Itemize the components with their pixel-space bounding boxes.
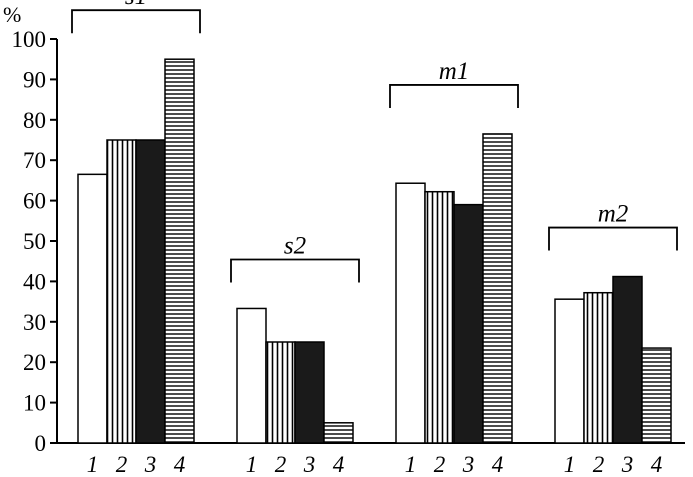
x-tick-label: 1 — [87, 452, 99, 477]
bar-s1-1 — [77, 173, 108, 444]
y-tick-label: 30 — [23, 310, 46, 335]
y-tick-label: 90 — [23, 67, 46, 92]
bar-s2-3 — [294, 341, 325, 444]
x-tick-label: 2 — [275, 452, 287, 477]
x-tick-label: 3 — [462, 452, 475, 477]
x-tick-label: 1 — [405, 452, 417, 477]
y-tick-label: 100 — [12, 27, 47, 52]
x-tick-label: 4 — [492, 452, 504, 477]
bar-m1-4 — [482, 133, 513, 444]
y-tick-label: 60 — [23, 189, 46, 214]
x-tick-label: 2 — [434, 452, 446, 477]
bar-s2-4 — [323, 422, 354, 444]
x-tick-label: 3 — [303, 452, 316, 477]
y-tick-label: 70 — [23, 148, 46, 173]
y-axis: 0 10 20 30 40 50 60 70 80 90 100 — [12, 27, 685, 456]
y-tick-label: 20 — [23, 350, 46, 375]
bar-m1-3 — [453, 203, 484, 444]
y-tick-label: 50 — [23, 229, 46, 254]
y-tick-label: 40 — [23, 269, 46, 294]
x-tick-label: 2 — [116, 452, 128, 477]
group-label-s1: s1 — [125, 0, 147, 10]
x-tick-label: 2 — [593, 452, 605, 477]
group-label-m1: m1 — [439, 58, 470, 85]
bar-s1-2 — [106, 139, 137, 444]
y-tick-label: 10 — [23, 391, 46, 416]
x-tick-label: 4 — [333, 452, 345, 477]
group-label-s2: s2 — [284, 232, 306, 259]
group-bracket-m1 — [389, 84, 519, 108]
y-tick-label: 80 — [23, 108, 46, 133]
group-bracket-m2 — [548, 226, 678, 251]
bar-m2-2 — [583, 291, 614, 444]
group-label-m2: m2 — [598, 201, 629, 228]
group-bracket-s2 — [230, 258, 360, 283]
x-tick-label: 3 — [144, 452, 157, 477]
bar-s1-4 — [164, 58, 195, 444]
group-brackets: s1 s2 m1 m2 — [71, 0, 678, 283]
y-tick-label: 0 — [35, 431, 47, 456]
bar-s1-3 — [135, 139, 166, 444]
bar-m1-2 — [424, 190, 455, 444]
bar-m2-3 — [612, 275, 643, 444]
x-tick-label: 4 — [174, 452, 186, 477]
group-bracket-s1 — [71, 9, 201, 34]
y-unit-label: % — [3, 2, 21, 27]
bars — [77, 58, 672, 444]
x-tick-label: 1 — [564, 452, 576, 477]
bar-m2-1 — [554, 298, 585, 444]
bar-s2-1 — [236, 307, 267, 444]
bar-m1-1 — [395, 182, 426, 444]
x-tick-label: 3 — [621, 452, 634, 477]
bar-m2-4 — [641, 347, 672, 444]
bar-s2-2 — [265, 341, 296, 444]
x-tick-label: 4 — [651, 452, 663, 477]
x-tick-label: 1 — [246, 452, 258, 477]
